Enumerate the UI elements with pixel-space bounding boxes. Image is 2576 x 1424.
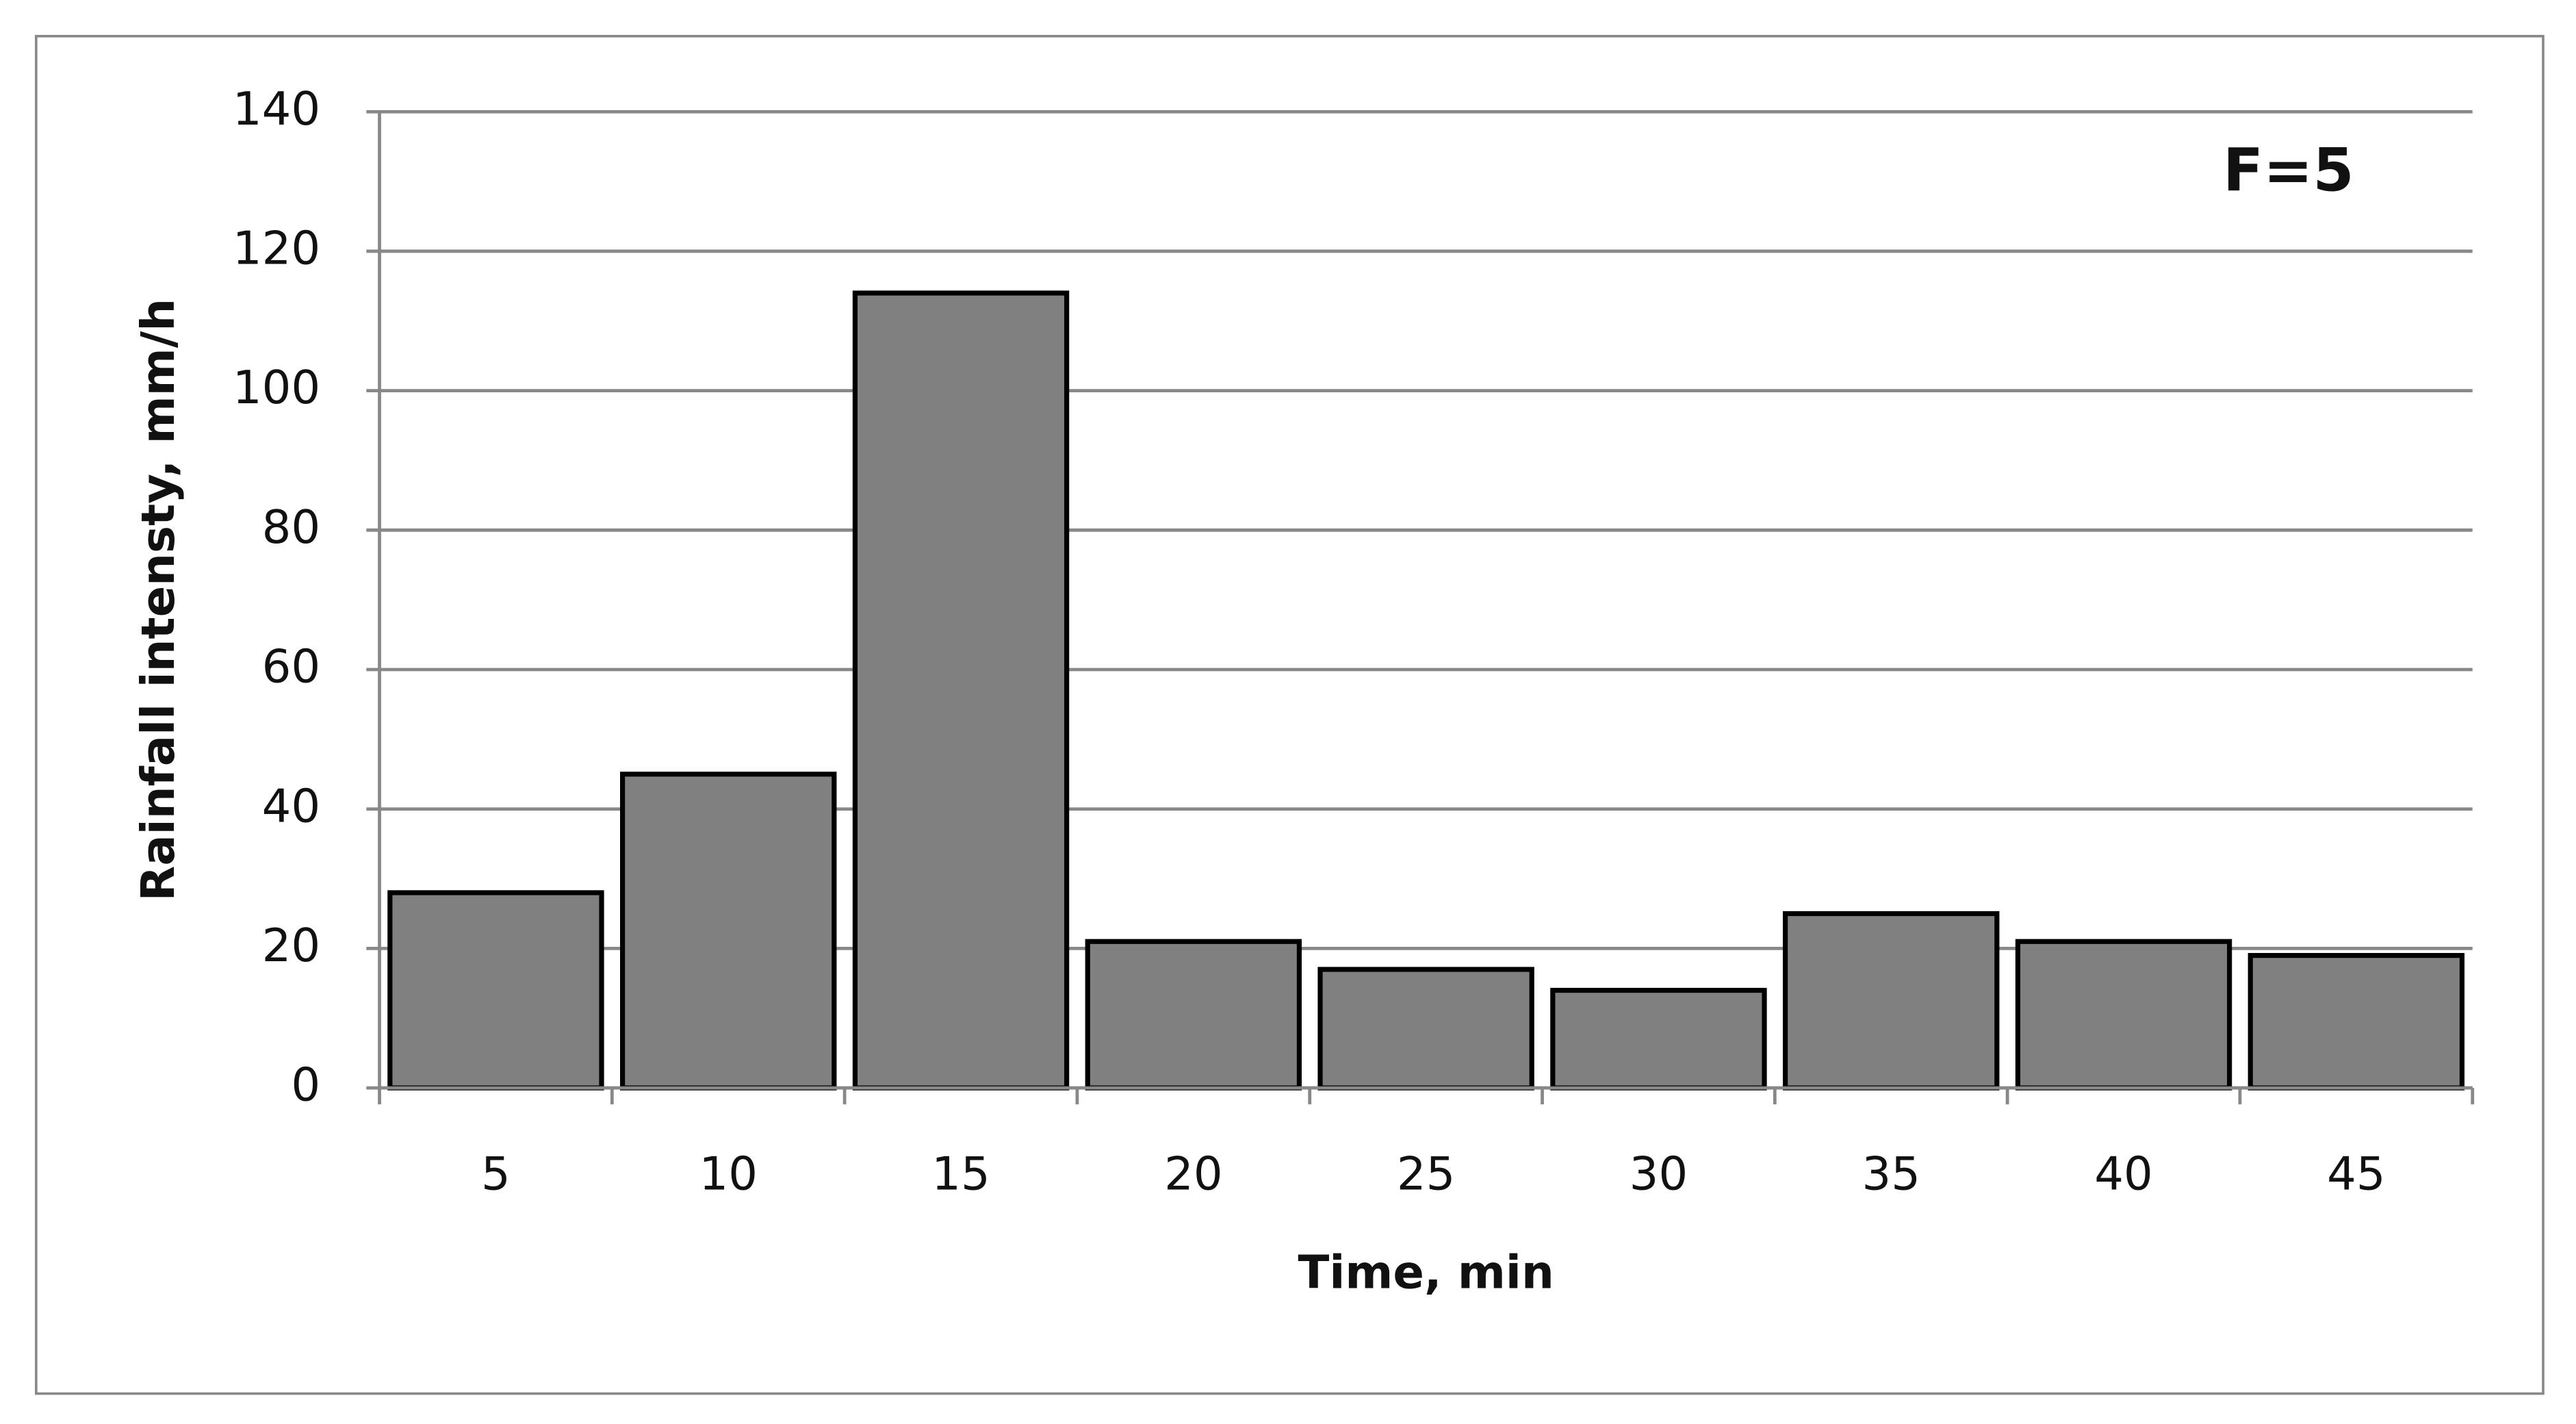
bar	[620, 772, 837, 1091]
y-tick-label: 80	[262, 500, 321, 554]
x-tick-label: 35	[1862, 1147, 1920, 1200]
y-tick-label: 40	[262, 779, 321, 832]
x-axis-label: Time, min	[1298, 1245, 1554, 1299]
x-tick-label: 25	[1397, 1147, 1456, 1200]
y-tick-label: 100	[233, 361, 320, 414]
bar	[2247, 952, 2465, 1091]
chart-frame	[35, 35, 2545, 1395]
x-tick-label: 40	[2094, 1147, 2153, 1200]
x-tick-label: 30	[1630, 1147, 1688, 1200]
y-tick-label: 120	[233, 221, 320, 275]
bar	[1317, 967, 1534, 1091]
annotation: F=5	[2223, 136, 2354, 205]
bar	[387, 890, 604, 1091]
bar	[2015, 939, 2232, 1091]
bar	[852, 290, 1070, 1091]
y-tick-label: 0	[291, 1058, 320, 1112]
y-tick-label: 60	[262, 640, 321, 694]
bar	[1550, 987, 1767, 1091]
bar	[1085, 939, 1302, 1091]
x-tick-label: 10	[699, 1147, 758, 1200]
y-tick-label: 140	[233, 82, 320, 136]
x-tick-label: 5	[481, 1147, 511, 1200]
bar	[1783, 911, 2000, 1091]
y-axis-label: Rainfall intensty, mm/h	[131, 298, 185, 902]
x-tick-label: 15	[931, 1147, 990, 1200]
y-tick-label: 20	[262, 919, 321, 972]
x-tick-label: 45	[2327, 1147, 2386, 1200]
x-tick-label: 20	[1164, 1147, 1223, 1200]
